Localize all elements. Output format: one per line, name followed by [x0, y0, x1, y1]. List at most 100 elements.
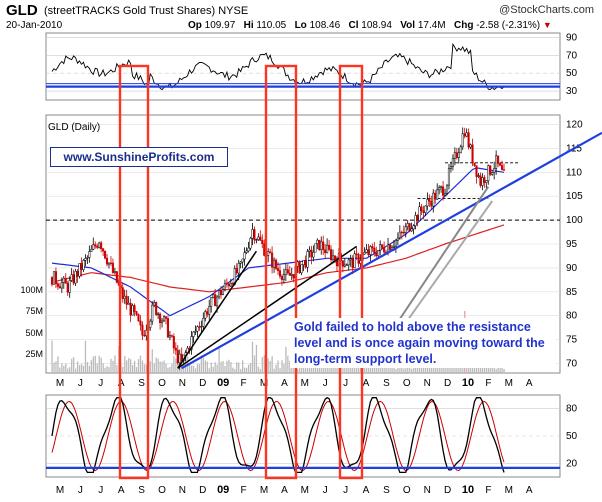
volume-bar [159, 361, 161, 373]
volume-bar [259, 368, 262, 373]
price-candle-body [481, 177, 484, 186]
volume-bar [267, 358, 269, 373]
price-x-tick-label: J [78, 378, 83, 389]
volume-bar [130, 359, 132, 373]
price-tick-label: 75 [566, 335, 578, 346]
volume-bar [59, 367, 61, 373]
price-candle-body [316, 239, 319, 245]
stoch-x-tick-label: A [281, 485, 288, 496]
volume-bar [226, 360, 228, 373]
sunshine-profits-link[interactable]: www.SunshineProfits.com [50, 147, 228, 167]
price-candle-body [74, 271, 77, 284]
price-candle-body [408, 223, 411, 232]
stoch-x-tick-label: M [260, 485, 268, 496]
price-candle-body [365, 249, 368, 253]
volume-bar [128, 357, 130, 373]
volume-bar [214, 362, 216, 373]
price-x-tick-label: J [323, 378, 328, 389]
volume-bar [63, 365, 65, 373]
price-x-tick-label: D [199, 378, 206, 389]
price-candle-body [398, 231, 401, 239]
price-candle-body [208, 306, 211, 315]
price-candle-body [292, 274, 295, 279]
volume-bar [133, 360, 136, 373]
price-candle-body [436, 189, 439, 200]
price-candle-body [86, 257, 89, 259]
price-candle-body [394, 239, 397, 247]
price-candle-body [105, 257, 109, 265]
price-candle-body [286, 269, 289, 274]
volume-bar [334, 363, 336, 373]
price-candle-body [282, 274, 285, 280]
price-candle-body [426, 199, 429, 207]
volume-bar [236, 362, 238, 373]
price-x-tick-label: A [363, 378, 370, 389]
stoch-signal-line [51, 400, 505, 472]
price-candle-body [396, 237, 399, 241]
price-candle-body [210, 297, 213, 307]
rsi-line [51, 42, 505, 91]
price-x-tick-label: F [241, 378, 247, 389]
volume-bar [86, 362, 89, 373]
stoch-tick-label: 50 [566, 431, 578, 442]
price-candle-body [453, 152, 456, 159]
price-x-tick-label: O [403, 378, 411, 389]
open-value: 109.97 [204, 20, 236, 31]
stoch-x-tick-label: D [199, 485, 206, 496]
price-x-tick-label: 10 [462, 377, 474, 389]
price-candle-body [416, 215, 419, 221]
volume-bar [135, 367, 138, 373]
price-candle-body [84, 258, 87, 261]
stoch-x-tick-label: F [485, 485, 491, 496]
price-candle-body [237, 263, 240, 274]
volume-bar [230, 362, 232, 373]
price-candle-body [255, 239, 258, 241]
volume-bar [348, 363, 350, 373]
price-candle-body [143, 334, 146, 337]
price-candle-body [184, 352, 187, 356]
stoch-x-tick-label: J [343, 485, 348, 496]
price-candle-body [90, 249, 93, 252]
volume-bar [194, 368, 197, 373]
price-candle-body [149, 320, 152, 328]
stockcharts-brand[interactable]: @StockCharts.com [499, 4, 594, 16]
volume-bar [155, 357, 157, 373]
volume-bar [137, 359, 140, 373]
volume-bar [299, 365, 301, 373]
price-candle-body [438, 187, 441, 191]
volume-bar [283, 363, 285, 373]
volume-bar [188, 364, 191, 373]
price-candle-body [284, 269, 287, 275]
price-candle-body [428, 199, 431, 202]
volume-bar [76, 361, 79, 373]
volume-bar [131, 365, 134, 373]
open-label: Op [188, 20, 202, 31]
price-candle-body [129, 302, 132, 316]
price-candle-body [202, 317, 205, 327]
price-candle-body [92, 244, 95, 250]
volume-bar [218, 347, 220, 373]
volume-bar [98, 355, 100, 373]
price-candle-body [306, 251, 309, 268]
volume-bar [306, 365, 309, 373]
price-candle-body [225, 282, 228, 285]
stoch-x-tick-label: 09 [217, 484, 229, 496]
volume-bar [124, 356, 126, 373]
price-candle-body [239, 261, 242, 264]
volume-bar [90, 360, 93, 373]
volume-bar [200, 355, 203, 373]
volume-bar [336, 364, 338, 373]
price-candle-body [176, 349, 179, 364]
price-candle-body [422, 210, 425, 213]
price-candle-body [388, 244, 392, 250]
moving-average-long [51, 224, 505, 293]
stoch-x-tick-label: N [424, 485, 431, 496]
price-candle-body [227, 283, 230, 287]
price-candle-body [221, 289, 225, 296]
volume-tick-label: 50M [25, 328, 43, 338]
price-candle-body [257, 236, 260, 240]
volume-bar [357, 365, 360, 373]
price-candle-body [166, 318, 169, 338]
volume-bar [275, 364, 277, 373]
price-candle-body [174, 347, 177, 351]
